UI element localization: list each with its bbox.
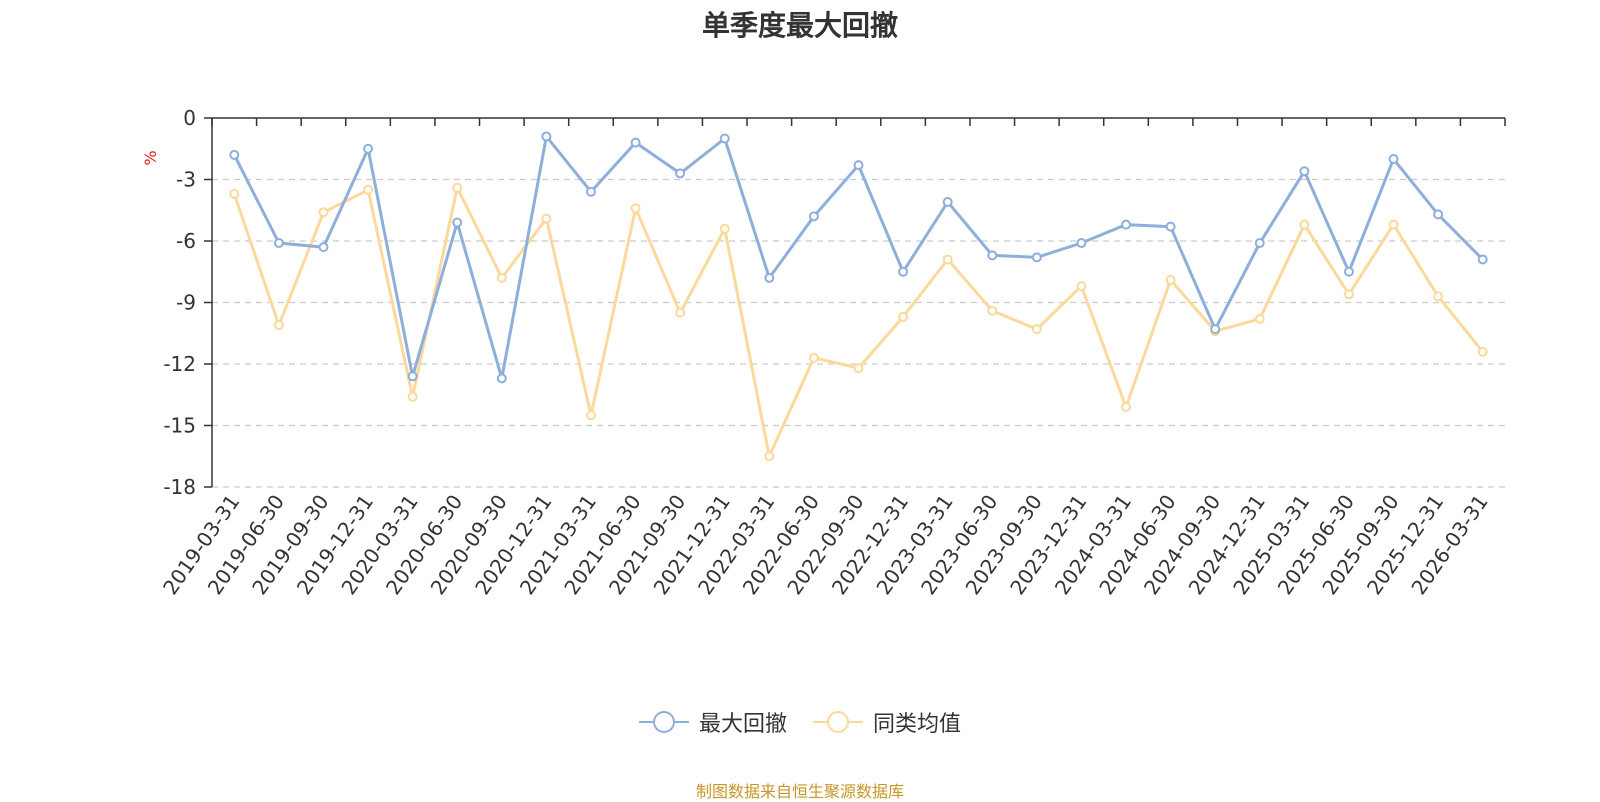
data-point — [1254, 313, 1265, 324]
data-point — [764, 451, 775, 462]
y-tick-label: -9 — [176, 291, 196, 315]
data-point — [229, 188, 240, 199]
legend: 最大回撤 同类均值 — [0, 706, 1600, 738]
data-point — [1388, 219, 1399, 230]
data-point — [1121, 402, 1132, 413]
data-point — [853, 160, 864, 171]
data-point — [987, 305, 998, 316]
data-point — [318, 207, 329, 218]
data-point — [363, 184, 374, 195]
series-lines — [229, 131, 1488, 462]
data-point — [452, 182, 463, 193]
data-point — [1343, 266, 1354, 277]
data-point — [1031, 324, 1042, 335]
legend-item-max-drawdown[interactable]: 最大回撤 — [638, 706, 787, 738]
data-point — [1343, 289, 1354, 300]
legend-item-peer-average[interactable]: 同类均值 — [813, 706, 961, 738]
legend-circle-icon — [638, 711, 689, 733]
data-point — [942, 197, 953, 208]
data-point — [496, 373, 507, 384]
data-point — [764, 272, 775, 283]
data-point — [496, 272, 507, 283]
data-point — [1165, 221, 1176, 232]
chart-title: 单季度最大回撤 — [701, 9, 898, 42]
y-tick-label: 0 — [183, 106, 196, 130]
data-point — [1477, 346, 1488, 357]
data-point — [1076, 238, 1087, 249]
series-max-drawdown — [229, 131, 1488, 384]
data-point — [675, 307, 686, 318]
data-point — [585, 410, 596, 421]
data-point — [541, 131, 552, 142]
data-point — [898, 266, 909, 277]
data-point — [1254, 238, 1265, 249]
data-point — [1388, 154, 1399, 164]
series-line — [232, 186, 1484, 458]
data-point — [585, 186, 596, 197]
data-point — [1299, 166, 1310, 177]
legend-circle-icon — [813, 711, 863, 733]
y-tick-label: -12 — [163, 352, 196, 376]
data-point — [1433, 291, 1444, 302]
data-point — [407, 391, 418, 402]
data-point — [1076, 281, 1087, 292]
data-point — [853, 363, 864, 374]
data-point — [452, 217, 463, 228]
data-point — [318, 242, 329, 253]
y-tick-label: -3 — [176, 168, 196, 192]
data-source-note: 制图数据来自恒生聚源数据库 — [695, 782, 904, 801]
y-tick-label: -18 — [163, 475, 196, 499]
legend-label-max-drawdown: 最大回撤 — [698, 712, 787, 737]
y-tick-label: -6 — [176, 229, 196, 253]
data-point — [1477, 254, 1488, 265]
data-point — [541, 213, 552, 224]
data-point — [719, 223, 730, 234]
data-point — [1165, 274, 1176, 285]
data-point — [630, 203, 641, 214]
y-axis-unit-label: % — [141, 150, 160, 165]
data-point — [1210, 324, 1221, 335]
data-point — [1031, 252, 1042, 263]
data-point — [407, 371, 418, 382]
data-point — [675, 168, 686, 179]
data-point — [898, 311, 909, 322]
data-point — [719, 133, 730, 144]
data-point — [808, 211, 819, 222]
data-point — [942, 254, 953, 265]
data-point — [273, 238, 284, 249]
data-point — [630, 137, 641, 148]
data-point — [1121, 219, 1132, 230]
data-point — [808, 352, 819, 363]
data-point — [229, 149, 240, 160]
grid-lines — [212, 178, 1505, 488]
legend-label-peer-average: 同类均值 — [873, 712, 962, 737]
series-line — [232, 134, 1484, 380]
series-peer-average — [229, 182, 1488, 462]
data-point — [1299, 219, 1310, 230]
data-point — [363, 143, 374, 154]
y-tick-label: -15 — [163, 414, 196, 438]
axes — [204, 117, 1506, 488]
data-point — [1433, 209, 1444, 220]
data-point — [273, 320, 284, 331]
data-point — [987, 250, 998, 261]
